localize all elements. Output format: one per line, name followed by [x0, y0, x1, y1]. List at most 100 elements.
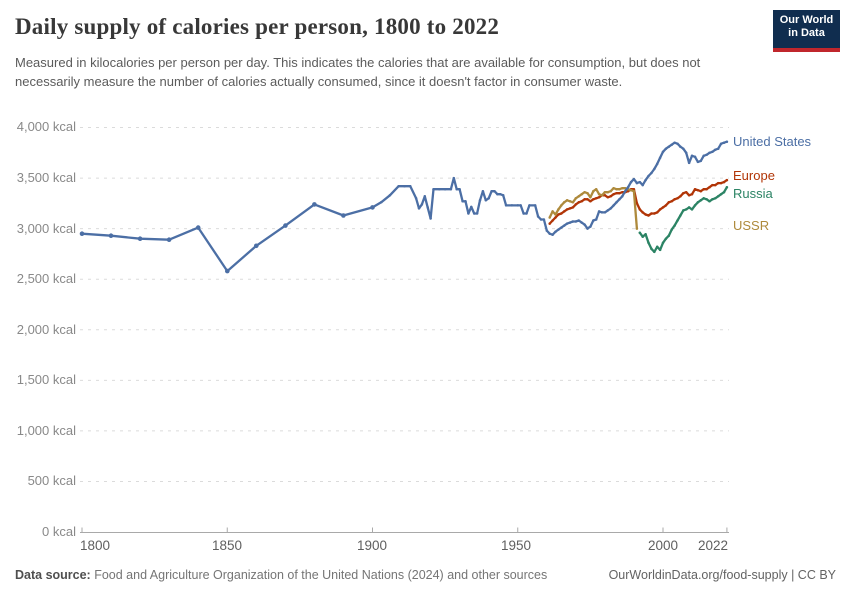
point-united-states-2022	[725, 140, 729, 143]
point-united-states-1923	[438, 187, 441, 191]
point-united-states-1979	[600, 211, 604, 214]
point-united-states-1981	[606, 209, 610, 212]
point-united-states-2012	[696, 160, 700, 164]
point-united-states-1970	[574, 220, 578, 223]
point-united-states-1983	[612, 204, 615, 207]
point-europe-1995	[647, 214, 650, 217]
point-russia-2019	[716, 195, 720, 198]
point-europe-1997	[653, 212, 656, 215]
point-russia-2000	[661, 241, 665, 245]
point-united-states-1999	[658, 156, 662, 160]
series-label-europe[interactable]: Europe	[733, 168, 775, 183]
series-label-ussr[interactable]: USSR	[733, 218, 770, 233]
point-europe-1971	[577, 201, 581, 204]
point-united-states-1998	[655, 162, 659, 166]
point-ussr-1990	[632, 189, 636, 193]
point-europe-1986	[621, 190, 624, 194]
point-europe-1991	[635, 202, 639, 205]
point-europe-1999	[658, 208, 662, 211]
point-united-states-2011	[693, 155, 697, 159]
point-united-states-2010	[690, 154, 694, 158]
point-united-states-1943	[496, 192, 499, 196]
point-russia-2003	[670, 228, 673, 231]
x-axis-label-2000: 2000	[647, 538, 679, 553]
x-axis-label-1950: 1950	[500, 538, 532, 553]
point-ussr-1983	[612, 186, 615, 190]
owid-logo[interactable]: Our World in Data	[773, 10, 840, 52]
y-axis-label-2000: 2,000 kcal	[16, 322, 76, 337]
point-russia-2007	[682, 209, 685, 212]
point-united-states-1927	[449, 187, 453, 191]
point-united-states-1928	[452, 176, 456, 180]
point-europe-2019	[716, 181, 720, 185]
point-europe-2005	[676, 197, 679, 200]
point-russia-2011	[693, 204, 697, 207]
point-united-states-1991	[635, 181, 639, 185]
point-ussr-1986	[621, 186, 624, 190]
point-united-states-1919	[426, 206, 429, 209]
point-united-states-2003	[670, 143, 673, 146]
point-united-states-1985	[618, 198, 621, 201]
point-united-states-1954	[528, 204, 531, 207]
point-europe-2008	[684, 190, 688, 194]
point-ussr-1980	[603, 190, 607, 194]
point-united-states-1950	[516, 204, 520, 207]
point-united-states-1936	[475, 212, 479, 215]
point-united-states-1987	[623, 189, 627, 193]
series-label-russia[interactable]: Russia	[733, 186, 773, 201]
point-united-states-2015	[705, 153, 708, 157]
point-united-states-1976	[592, 219, 595, 222]
point-united-states-2020	[719, 142, 723, 145]
point-europe-2003	[670, 200, 673, 203]
point-united-states-1934	[470, 205, 473, 209]
x-axis-label-1850: 1850	[211, 538, 243, 553]
point-united-states-2008	[684, 151, 688, 155]
point-ussr-1964	[557, 208, 560, 211]
point-united-states-1996	[650, 171, 653, 175]
point-united-states-2009	[687, 161, 691, 165]
point-united-states-1931	[461, 200, 464, 203]
point-united-states-1938	[481, 189, 485, 193]
point-united-states-1903	[379, 201, 383, 204]
y-axis-label-3500: 3,500 kcal	[16, 170, 76, 185]
point-europe-1994	[644, 213, 647, 216]
point-europe-1992	[638, 208, 642, 211]
point-russia-2001	[664, 237, 668, 240]
x-axis-label-1800: 1800	[80, 538, 111, 553]
point-united-states-1940	[487, 197, 490, 200]
point-russia-2018	[714, 197, 717, 200]
point-europe-2004	[673, 198, 676, 201]
point-europe-2013	[699, 189, 703, 193]
point-united-states-1986	[621, 195, 624, 198]
point-russia-1995	[647, 241, 650, 245]
point-united-states-2006	[679, 145, 682, 148]
point-ussr-1970	[574, 197, 578, 200]
point-united-states-1860	[253, 243, 259, 249]
y-axis-label-1000: 1,000 kcal	[16, 423, 76, 438]
point-ussr-1968	[568, 200, 572, 203]
point-ussr-1972	[580, 192, 583, 196]
series-label-united-states[interactable]: United States	[733, 134, 812, 149]
point-united-states-1995	[647, 174, 650, 178]
point-united-states-1920	[429, 217, 432, 220]
point-united-states-1948	[510, 204, 514, 207]
point-ussr-1982	[609, 189, 612, 193]
point-ussr-1962	[551, 210, 554, 213]
point-europe-1975	[589, 200, 592, 203]
line-united-states[interactable]	[80, 140, 729, 273]
point-united-states-1942	[493, 189, 496, 193]
point-united-states-1933	[467, 212, 470, 215]
point-united-states-1951	[519, 204, 522, 207]
point-united-states-1963	[554, 230, 557, 233]
point-united-states-1978	[597, 210, 601, 213]
point-europe-1963	[554, 216, 557, 219]
point-europe-1964	[557, 213, 560, 216]
point-europe-1983	[612, 192, 615, 196]
footer-link[interactable]: OurWorldinData.org/food-supply | CC BY	[608, 568, 836, 582]
point-europe-2018	[714, 183, 717, 187]
line-russia[interactable]	[638, 186, 729, 254]
point-united-states-2019	[716, 147, 720, 150]
point-united-states-1977	[594, 218, 598, 221]
